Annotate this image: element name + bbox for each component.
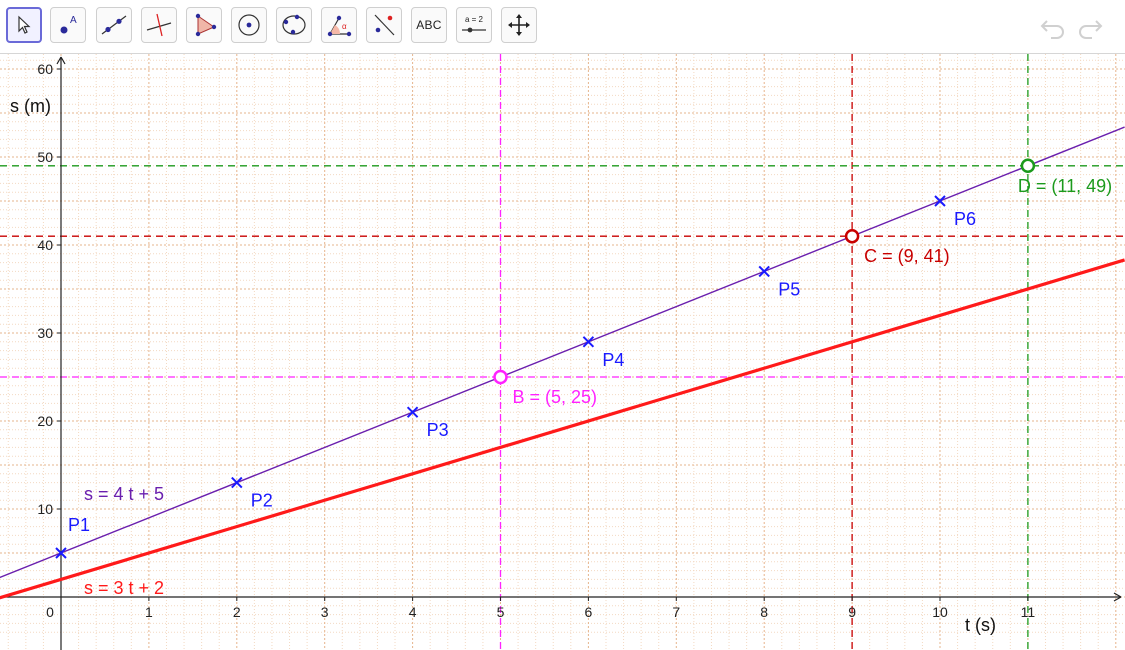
x-tick-label: 10 (932, 604, 948, 620)
data-point-marker (406, 406, 419, 418)
data-point-label: P2 (251, 491, 273, 511)
x-tick-label: 1 (145, 604, 153, 620)
major-grid (0, 54, 1125, 650)
text-abc-icon: ABC (416, 18, 442, 32)
x-tick-label: 11 (1021, 604, 1036, 620)
point-a-icon: A (60, 15, 77, 34)
function-line-label: s = 3 t + 2 (84, 578, 164, 598)
undo-icon (1040, 20, 1064, 39)
marked-point-label: B = (5, 25) (513, 387, 598, 407)
polygon-icon (195, 13, 217, 37)
x-tick-label: 2 (233, 604, 241, 620)
circle-center-point-tool-button[interactable] (231, 7, 267, 43)
data-point-marker (934, 195, 946, 207)
y-tick-label: 10 (37, 501, 53, 517)
data-point-label: P3 (427, 420, 449, 440)
tick-labels: 0 1 2 3 4 5 6 7 8 9 10 11 10 20 30 40 50 60 s (m) t (s) (10, 61, 1035, 635)
svg-text:A: A (70, 15, 77, 26)
data-point-marker (231, 476, 243, 489)
marked-point-label: C = (9, 41) (864, 246, 950, 266)
y-tick-label: 20 (37, 413, 53, 429)
svg-text:α: α (342, 22, 347, 31)
function-line (0, 258, 1125, 600)
move-tool-button[interactable] (6, 7, 42, 43)
polygon-tool-button[interactable] (186, 7, 222, 43)
text-tool-button[interactable]: ABC (411, 7, 447, 43)
cursor-arrow-icon (18, 15, 31, 34)
data-point-label: P1 (68, 515, 90, 535)
angle-tool-button[interactable]: α (321, 7, 357, 43)
y-tick-label: 60 (37, 61, 53, 77)
angle-alpha-icon: α (327, 15, 352, 37)
graphics-view[interactable]: 0 1 2 3 4 5 6 7 8 9 10 11 10 20 30 40 50 60 s (m) t (s) s =… (0, 54, 1125, 650)
slider-icon: a = 2 (462, 15, 486, 33)
circle-three-points-icon (282, 14, 306, 35)
x-axis-label: t (s) (965, 615, 996, 635)
y-tick-label: 50 (37, 149, 53, 165)
line-tool-button[interactable] (96, 7, 132, 43)
x-tick-label: 5 (497, 604, 505, 620)
redo-button[interactable] (1075, 12, 1105, 42)
data-point-marker (55, 547, 67, 559)
reflect-tool-button[interactable] (366, 7, 402, 43)
marked-point-marker (844, 228, 860, 244)
function-line (0, 126, 1125, 579)
reflect-about-line-icon (374, 14, 395, 36)
x-tick-label: 0 (46, 604, 54, 620)
guide-lines (0, 54, 1125, 650)
slider-tool-button[interactable]: a = 2 (456, 7, 492, 43)
redo-icon (1079, 20, 1103, 39)
marked-point-marker (493, 369, 508, 385)
x-axis-arrow (1113, 592, 1122, 602)
perpendicular-line-icon (146, 13, 172, 37)
line-through-points-icon (101, 15, 127, 35)
point-tool-button[interactable]: A (50, 7, 86, 43)
x-tick-label: 9 (848, 604, 856, 620)
data-point-marker (758, 265, 770, 278)
x-tick-label: 4 (409, 604, 417, 620)
y-axis-label: s (m) (10, 96, 51, 116)
data-point-marker (582, 336, 595, 348)
marked-point-label: D = (11, 49) (1018, 176, 1112, 196)
undo-button[interactable] (1038, 12, 1068, 42)
y-axis-arrow (56, 56, 66, 65)
points (55, 158, 1036, 559)
x-tick-label: 7 (672, 604, 680, 620)
x-tick-label: 8 (760, 604, 768, 620)
perpendicular-tool-button[interactable] (141, 7, 177, 43)
x-tick-label: 3 (321, 604, 329, 620)
circle-center-icon (238, 14, 260, 36)
svg-text:a = 2: a = 2 (465, 15, 484, 24)
y-tick-label: 40 (37, 237, 53, 253)
data-point-label: P4 (602, 350, 624, 370)
marked-point-marker (1020, 158, 1036, 174)
move-graphics-view-button[interactable] (501, 7, 537, 43)
axes (0, 56, 1122, 650)
point-labels: s = 4 t + 5 s = 3 t + 2 P1 P2 P3 P4 P5 P6 B = (5… (68, 176, 1112, 598)
toolbar: A (0, 0, 1125, 54)
function-lines (0, 126, 1125, 600)
move-arrows-icon (508, 14, 530, 36)
y-tick-label: 30 (37, 325, 53, 341)
minor-grid (0, 54, 1125, 650)
x-tick-label: 6 (585, 604, 593, 620)
function-line-label: s = 4 t + 5 (84, 484, 164, 504)
data-point-label: P5 (778, 279, 800, 299)
circle-three-points-tool-button[interactable] (276, 7, 312, 43)
data-point-label: P6 (954, 209, 976, 229)
